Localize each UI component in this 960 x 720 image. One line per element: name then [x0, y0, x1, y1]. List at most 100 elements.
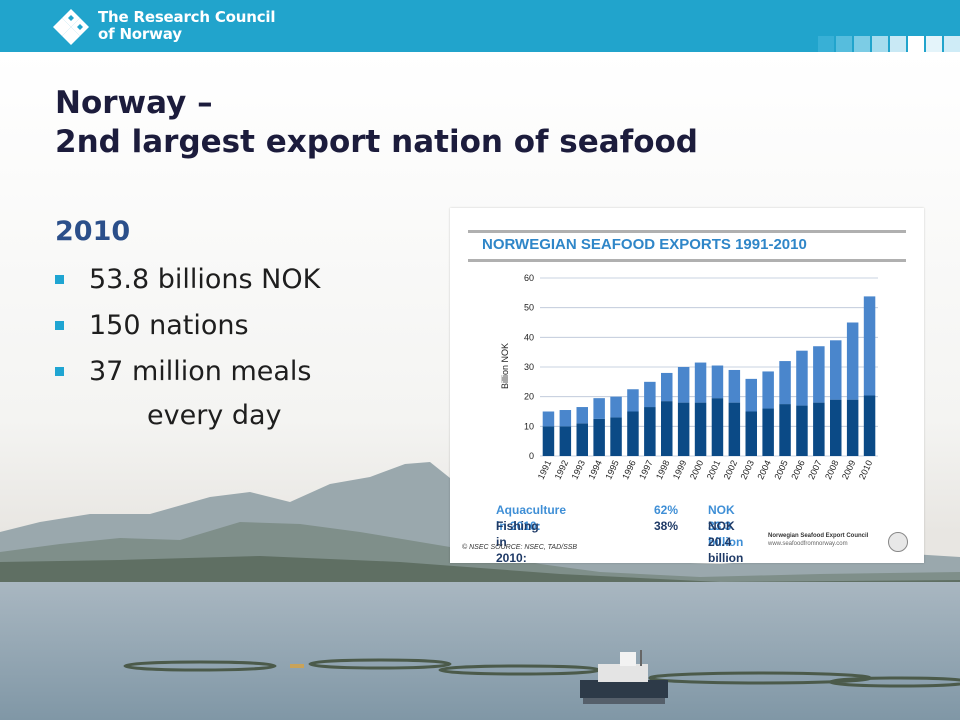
chart-panel: 0 10 20 30 40 50 60 1991 1992 1993 1994 1995 1996 19… — [450, 208, 924, 565]
x-tick-label: 2005 — [772, 459, 790, 481]
x-tick-label: 1991 — [536, 459, 554, 481]
x-tick-label: 1996 — [620, 459, 638, 481]
bar-segment-aquaculture — [677, 367, 690, 403]
bar-segment-fishing — [779, 404, 791, 456]
bar-segment-aquaculture — [661, 372, 673, 402]
summary-label: Fishing in 2010: — [496, 519, 539, 565]
bar-segment-fishing — [830, 399, 842, 456]
bullet-square-icon — [55, 321, 64, 330]
bar-segment-fishing — [762, 408, 774, 456]
bar-segment-fishing — [796, 405, 808, 456]
bar-segment-aquaculture — [728, 369, 741, 403]
x-tick-label: 2001 — [705, 459, 723, 481]
bar-segment-fishing — [576, 423, 588, 456]
summary-value: NOK 20.4 billion — [708, 519, 744, 565]
bar-segment-aquaculture — [644, 381, 656, 408]
bar-segment-fishing — [813, 402, 825, 456]
bar-segment-fishing — [559, 426, 572, 456]
summary-label: Aquaculture in 2010: — [496, 503, 567, 533]
bar-segment-fishing — [863, 395, 876, 456]
bar-segment-fishing — [846, 399, 859, 456]
x-tick-label: 1993 — [570, 459, 588, 481]
chart-source: © NSEC SOURCE: NSEC, TAD/SSB — [462, 544, 578, 551]
bar-segment-fishing — [542, 426, 555, 456]
logo-wordmark: The Research Council of Norway — [98, 9, 275, 43]
publisher-credit: Norwegian Seafood Export Council www.sea… — [768, 532, 868, 548]
decorative-pixels — [816, 36, 960, 52]
bar-segment-aquaculture — [694, 362, 707, 403]
bar-segment-fishing — [593, 418, 605, 456]
x-tick-label: 1992 — [553, 459, 571, 481]
summary-value: NOK 33.3 billion — [708, 503, 744, 549]
bar-segment-fishing — [661, 401, 673, 456]
bar-segment-aquaculture — [779, 361, 791, 405]
slide-title-line-2: 2nd largest export nation of seafood — [55, 124, 698, 160]
x-tick-label: 1998 — [654, 459, 672, 481]
x-tick-label: 1999 — [671, 459, 689, 481]
bullet-square-icon — [55, 367, 64, 376]
y-axis-label: Billion NOK — [500, 343, 510, 389]
x-tick-label: 2008 — [823, 459, 841, 481]
bullet-list: 53.8 billions NOK 150 nations 37 million… — [55, 262, 320, 400]
summary-share: 62% — [654, 503, 679, 517]
bar-segment-aquaculture — [745, 378, 757, 412]
bar-segment-aquaculture — [813, 346, 825, 403]
bar-segment-fishing — [745, 411, 757, 456]
summary-share: 38% — [654, 519, 679, 533]
x-tick-label: 2009 — [840, 459, 858, 481]
bullet-continuation: every day — [147, 400, 282, 431]
y-tick-label: 50 — [524, 303, 534, 313]
slide-title: Norway – 2nd largest export nation of se… — [55, 84, 698, 162]
logo-line-1: The Research Council — [98, 8, 276, 26]
y-tick-label: 60 — [524, 273, 534, 283]
bullet-square-icon — [55, 275, 64, 284]
bar-segment-aquaculture — [542, 411, 555, 427]
bar-segment-aquaculture — [559, 410, 572, 427]
x-tick-label: 2006 — [789, 459, 807, 481]
chart-title: NORWEGIAN SEAFOOD EXPORTS 1991-2010 — [482, 236, 807, 253]
bar-segment-aquaculture — [846, 322, 859, 400]
bullet-item: 53.8 billions NOK — [55, 262, 320, 308]
publisher-url: www.seafoodfromnorway.com — [768, 541, 848, 547]
bar-segment-aquaculture — [593, 398, 605, 419]
bar-segment-fishing — [728, 402, 741, 456]
bullet-text: 37 million meals — [89, 356, 312, 387]
bullet-item: 37 million meals — [55, 354, 320, 400]
x-tick-label: 1994 — [586, 459, 604, 481]
y-tick-label: 30 — [524, 362, 534, 372]
bar-segment-aquaculture — [610, 396, 622, 418]
x-tick-label: 2000 — [688, 459, 706, 481]
x-tick-label: 2010 — [857, 459, 875, 481]
logo-line-2: of Norway — [98, 25, 182, 43]
x-tick-label: 2007 — [806, 459, 824, 481]
x-tick-label: 2002 — [722, 459, 740, 481]
bar-segment-fishing — [610, 417, 622, 456]
title-rule-bottom — [468, 259, 906, 262]
bar-segment-aquaculture — [711, 365, 724, 399]
bar-segment-fishing — [627, 411, 639, 456]
bar-segment-aquaculture — [762, 371, 774, 409]
bar-segment-aquaculture — [627, 389, 639, 412]
y-tick-label: 40 — [524, 332, 534, 342]
bar-segment-aquaculture — [576, 407, 588, 424]
bar-segment-fishing — [694, 402, 707, 456]
research-council-logo-icon — [53, 9, 89, 45]
bar-segment-fishing — [677, 402, 690, 456]
y-tick-label: 20 — [524, 392, 534, 402]
x-tick-label: 1997 — [637, 459, 655, 481]
header-bar: The Research Council of Norway — [0, 0, 960, 52]
bullet-item: 150 nations — [55, 308, 320, 354]
y-tick-label: 0 — [529, 451, 534, 461]
x-tick-label: 1995 — [603, 459, 621, 481]
x-tick-label: 2004 — [755, 459, 773, 481]
title-rule-top — [468, 230, 906, 233]
y-tick-label: 10 — [524, 421, 534, 431]
bullet-text: 150 nations — [89, 310, 249, 341]
nsec-seal-icon — [888, 532, 908, 552]
bar-segment-fishing — [644, 407, 656, 456]
publisher-name: Norwegian Seafood Export Council — [768, 533, 869, 539]
bar-segment-aquaculture — [796, 350, 808, 406]
slide-title-line-1: Norway – — [55, 85, 213, 121]
year-heading: 2010 — [55, 216, 131, 247]
